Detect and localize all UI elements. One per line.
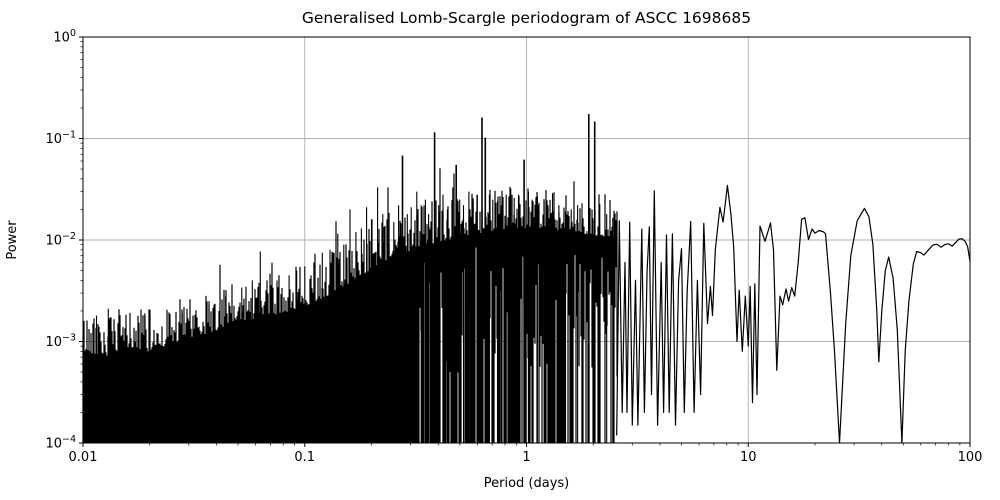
y-tick-label: 10−3 <box>45 333 76 351</box>
x-axis-label: Period (days) <box>484 476 570 491</box>
y-axis-label: Power <box>5 220 20 260</box>
axis-layer: 0.01 0.1 1 10 100 100 10−1 10−2 10−3 10−4 <box>45 28 982 465</box>
x-tick-label: 0.1 <box>294 450 315 465</box>
data-layer <box>82 114 971 444</box>
chart-title: Generalised Lomb-Scargle periodogram of … <box>302 9 751 27</box>
y-tick-label: 10−2 <box>45 231 76 249</box>
x-tick-label: 10 <box>740 450 757 465</box>
y-tick-label: 10−4 <box>45 434 76 452</box>
x-tick-label: 0.01 <box>69 450 98 465</box>
y-tick-label: 100 <box>53 28 76 46</box>
y-tick-label: 10−1 <box>45 130 76 148</box>
x-tick-label: 100 <box>958 450 983 465</box>
x-tick-label: 1 <box>522 450 530 465</box>
